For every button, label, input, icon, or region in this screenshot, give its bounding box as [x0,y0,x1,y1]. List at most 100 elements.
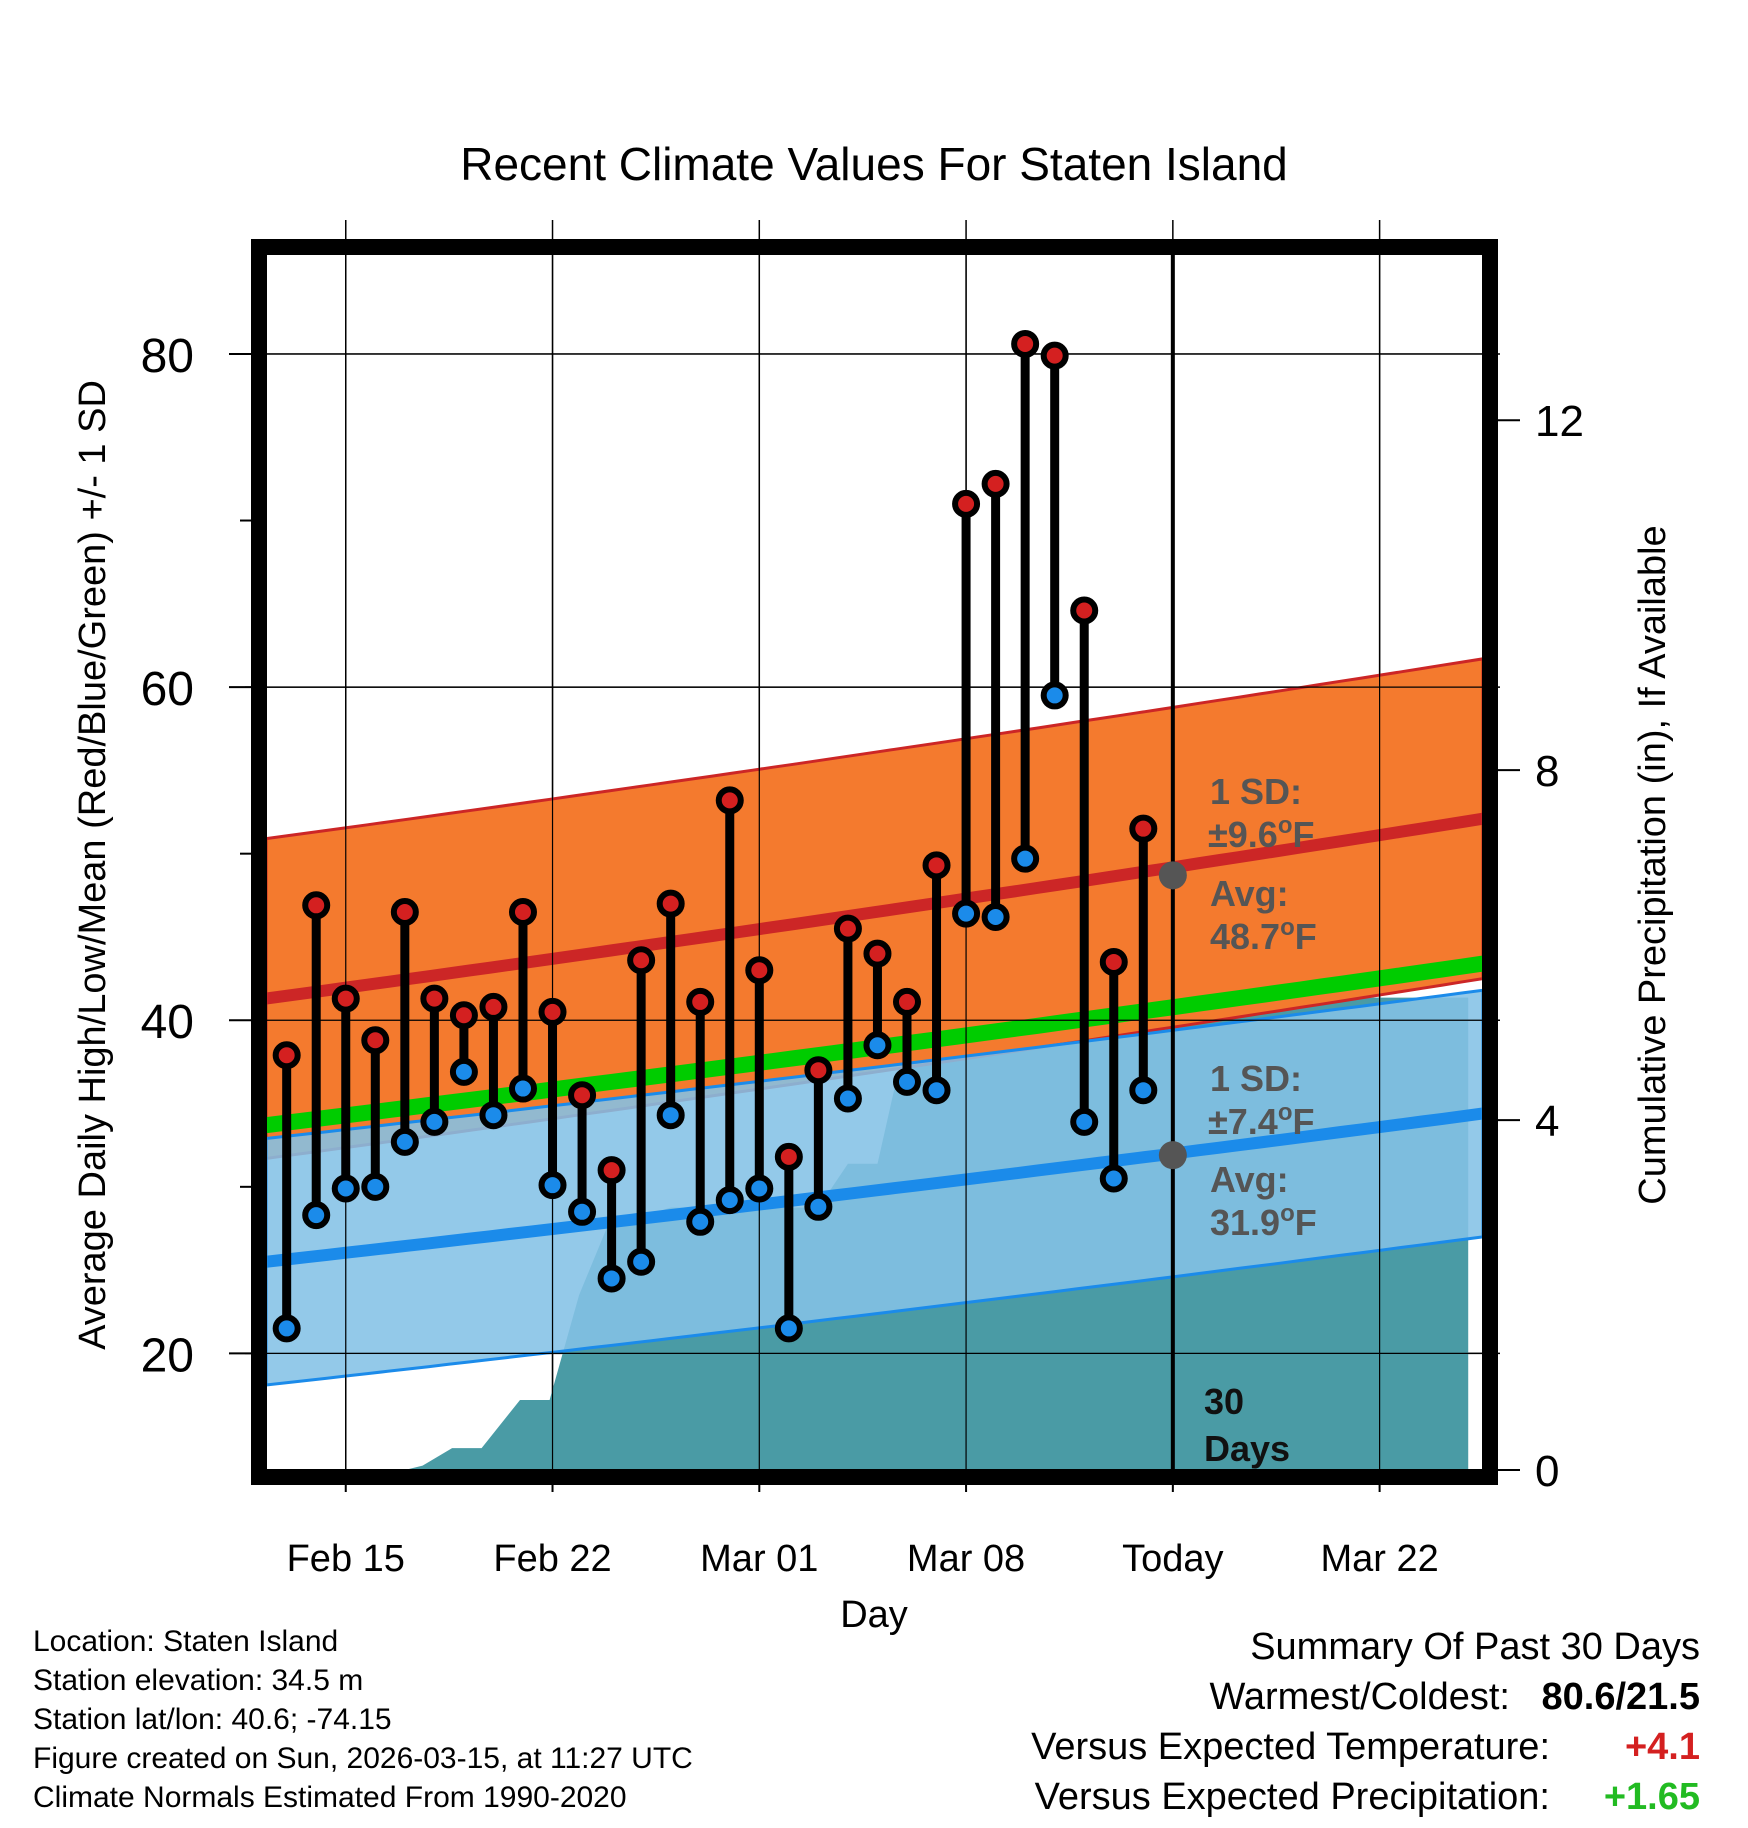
location-line: Location: Staten Island [33,1625,339,1658]
low-point [390,1127,419,1156]
high-avg-label: Avg: [1210,873,1289,914]
low-point [538,1171,567,1200]
y2-tick-label: 4 [1535,1097,1559,1146]
low-avg-label: Avg: [1210,1159,1289,1200]
x-tick-label: Mar 01 [700,1538,818,1580]
high-point [1040,341,1069,370]
high-point [656,889,685,918]
low-point [331,1174,360,1203]
high-point [833,914,862,943]
precip-anomaly-label: Versus Expected Precipitation: [1034,1776,1550,1818]
precip-anomaly-value: +1.65 [1603,1776,1700,1818]
temp-anomaly-value: +4.1 [1624,1726,1700,1768]
low-point [1070,1107,1099,1136]
y2-tick-label: 8 [1535,747,1559,796]
high-avg-today-dot [1158,861,1187,890]
precip-anomaly-row: Versus Expected Precipitation: +1.65 [1031,1772,1700,1822]
chart-title: Recent Climate Values For Staten Island [460,138,1288,190]
y2-tick-label: 12 [1535,397,1584,446]
low-avg-value: 31.9oF [1210,1200,1317,1243]
low-point [863,1031,892,1060]
high-point [449,1001,478,1030]
high-point [1011,329,1040,358]
low-point [952,899,981,928]
low-avg-today-dot [1158,1141,1187,1170]
low-point [449,1057,478,1086]
x-tick-label: Mar 08 [907,1538,1025,1580]
high-avg-unit: F [1295,916,1317,957]
x-tick-label: Feb 15 [287,1538,405,1580]
high-point [627,946,656,975]
high-point [361,1026,390,1055]
y-tick-label: 40 [141,996,194,1049]
high-avg-number: 48.7 [1210,916,1280,957]
high-point [686,987,715,1016]
high-point [508,897,537,926]
station-metadata: Location: Staten Island Station elevatio… [33,1622,693,1817]
today-days-label: 30 Days [1204,1381,1290,1469]
elevation-line: Station elevation: 34.5 m [33,1664,364,1697]
high-avg-degree: o [1280,914,1295,941]
low-avg-number: 31.9 [1210,1202,1280,1243]
high-avg-value: 48.7oF [1210,914,1317,957]
x-axis-title: Day [840,1594,908,1636]
low-sd-number: ±7.4 [1208,1101,1278,1142]
plot-frame [251,239,1498,1485]
low-point [686,1207,715,1236]
low-point [627,1247,656,1276]
high-point [568,1081,597,1110]
low-point [302,1201,331,1230]
high-sd-value: ±9.6oF [1208,812,1314,855]
low-point [1129,1076,1158,1105]
high-sd-number: ±9.6 [1208,814,1278,855]
high-point [952,489,981,518]
temp-anomaly-label: Versus Expected Temperature: [1031,1726,1550,1768]
today-label-part: 30 [1204,1381,1244,1422]
high-sd-unit: F [1292,814,1314,855]
low-point [774,1314,803,1343]
y-tick-label: 60 [141,663,194,716]
low-point [892,1067,921,1096]
high-normal-line [266,812,1483,1005]
high-point [745,956,774,985]
y2-tick-label: 0 [1535,1447,1559,1496]
high-point [272,1041,301,1070]
normal-annotations: 1 SD: ±9.6oF Avg: 48.7oF 1 SD: ±7.4oF Av… [1158,771,1317,1469]
warmest-coldest-row: Warmest/Coldest: 80.6/21.5 [1031,1672,1700,1722]
low-point [508,1074,537,1103]
low-avg-degree: o [1280,1200,1295,1227]
high-point [774,1142,803,1171]
high-point [1129,814,1158,843]
high-point [331,984,360,1013]
low-point [745,1174,774,1203]
high-point [981,469,1010,498]
high-point [1099,947,1128,976]
warmest-coldest-label: Warmest/Coldest: [1209,1676,1510,1718]
low-sd-degree: o [1278,1099,1293,1126]
normals-line: Climate Normals Estimated From 1990-2020 [33,1781,627,1814]
low-point [1099,1164,1128,1193]
high-sd-label: 1 SD: [1210,771,1302,812]
x-tick-label: Mar 22 [1320,1538,1438,1580]
y-tick-label: 20 [141,1329,194,1382]
high-point [1070,596,1099,625]
low-point [272,1314,301,1343]
latlon-line: Station lat/lon: 40.6; -74.15 [33,1703,392,1736]
axis-ticks: Feb 15 Feb 22 Mar 01 Mar 08 Today Mar 2220406… [141,330,1584,1580]
low-point [1040,681,1069,710]
low-point [833,1084,862,1113]
low-point [656,1101,685,1130]
y-axis-title: Average Daily High/Low/Mean (Red/Blue/Gr… [72,380,114,1350]
low-point [568,1197,597,1226]
y-tick-label: 80 [141,330,194,383]
low-point [361,1172,390,1201]
low-point [479,1101,508,1130]
summary-title: Summary Of Past 30 Days [1250,1626,1700,1668]
plot-area [266,254,1483,1470]
created-line: Figure created on Sun, 2026-03-15, at 11… [33,1742,693,1775]
low-sd-value: ±7.4oF [1208,1099,1314,1142]
warmest-coldest-value: 80.6/21.5 [1541,1676,1700,1718]
high-point [892,987,921,1016]
high-point [479,992,508,1021]
